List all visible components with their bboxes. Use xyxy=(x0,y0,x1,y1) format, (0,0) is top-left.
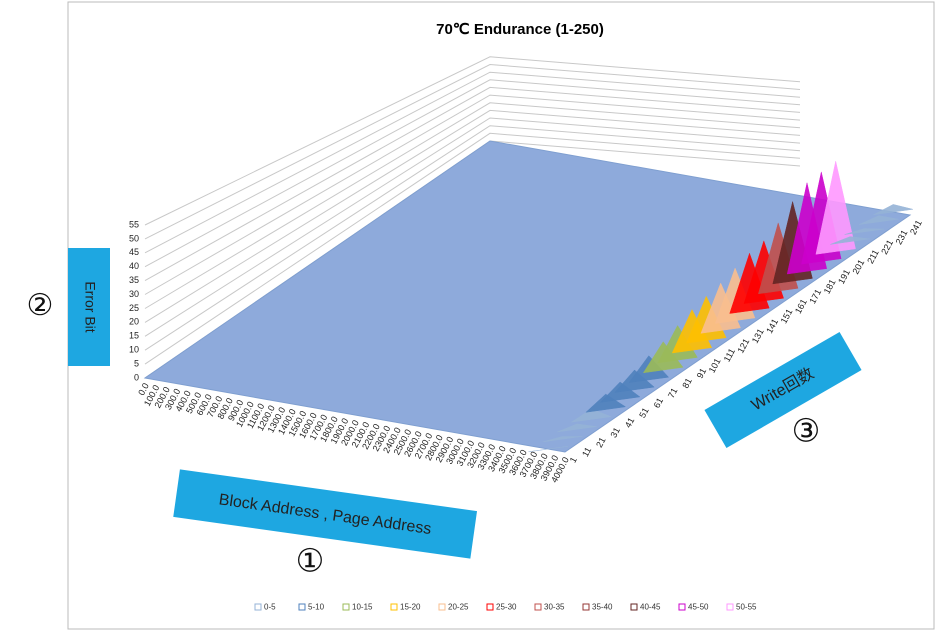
grid-line xyxy=(144,125,801,351)
legend-label: 15-20 xyxy=(400,603,421,612)
legend-swatch xyxy=(582,603,590,611)
legend-label: 40-45 xyxy=(640,603,661,612)
legend-swatch xyxy=(726,603,734,611)
z-tick-label: 61 xyxy=(652,396,666,410)
chart-title: 70℃ Endurance (1-250) xyxy=(436,21,604,38)
grid-line xyxy=(144,109,801,323)
annotation-box xyxy=(704,331,862,449)
surface-peak xyxy=(571,408,613,423)
legend-label: 30-35 xyxy=(544,603,565,612)
legend-swatch xyxy=(254,603,262,611)
y-tick-label: 55 xyxy=(129,219,139,229)
legend-label: 5-10 xyxy=(308,603,325,612)
y-tick-label: 30 xyxy=(129,289,139,299)
z-tick-label: 31 xyxy=(608,426,622,440)
surface-peak xyxy=(844,228,885,235)
grid-line xyxy=(144,56,801,226)
legend-swatch xyxy=(342,603,350,611)
y-tick-label: 0 xyxy=(134,372,139,382)
legend-label: 10-15 xyxy=(352,603,373,612)
y-tick-label: 5 xyxy=(134,358,139,368)
annotation: ② xyxy=(27,289,54,322)
z-tick-label: 81 xyxy=(680,376,694,390)
y-tick-label: 50 xyxy=(129,233,139,243)
surface-peak xyxy=(815,161,856,255)
y-tick-label: 40 xyxy=(129,261,139,271)
surface-peak xyxy=(830,236,870,245)
legend-label: 0-5 xyxy=(264,603,276,612)
grid-line xyxy=(144,132,801,365)
z-tick-label: 1 xyxy=(568,455,579,464)
y-tick-label: 10 xyxy=(129,345,139,355)
floor xyxy=(143,140,912,453)
annotation: Error Bit xyxy=(82,281,98,332)
legend-swatch xyxy=(630,603,638,611)
grid-line xyxy=(144,79,801,268)
y-tick-label: 20 xyxy=(129,317,139,327)
legend-label: 20-25 xyxy=(448,603,469,612)
surface-peak xyxy=(557,423,597,433)
legend-label: 35-40 xyxy=(592,603,613,612)
surface-peak xyxy=(528,446,569,453)
grid-line xyxy=(144,71,801,254)
annotation-box xyxy=(173,469,478,559)
legend-swatch xyxy=(678,603,686,611)
annotation-box xyxy=(68,248,110,366)
legend-swatch xyxy=(438,603,446,611)
y-tick-label: 25 xyxy=(129,303,139,313)
grid-line xyxy=(144,94,801,295)
y-tick-label: 15 xyxy=(129,331,139,341)
grid-line xyxy=(144,63,801,240)
z-tick-label: 11 xyxy=(580,445,593,458)
grid-line xyxy=(144,117,801,337)
legend-label: 45-50 xyxy=(688,603,709,612)
z-tick-label: 91 xyxy=(695,366,709,380)
legend-label: 25-30 xyxy=(496,603,517,612)
legend-swatch xyxy=(534,603,542,611)
y-tick-label: 35 xyxy=(129,275,139,285)
surface-peak xyxy=(542,436,583,443)
z-tick-label: 21 xyxy=(594,436,608,450)
z-tick-label: 71 xyxy=(666,386,680,400)
y-tick-label: 45 xyxy=(129,247,139,257)
legend-swatch xyxy=(390,603,398,611)
z-tick-label: 51 xyxy=(637,406,651,420)
legend-swatch xyxy=(298,603,306,611)
surface-peak xyxy=(858,215,899,225)
legend-label: 50-55 xyxy=(736,603,757,612)
grid-line xyxy=(144,102,801,309)
plot: 05101520253035404550550.0100.0200.0300.0… xyxy=(129,56,924,612)
annotation: ① xyxy=(296,542,325,578)
surface-peak xyxy=(873,204,914,216)
annotation: ③ xyxy=(792,412,821,448)
grid-line xyxy=(144,86,801,282)
legend-swatch xyxy=(486,603,494,611)
z-tick-label: 41 xyxy=(623,416,637,430)
